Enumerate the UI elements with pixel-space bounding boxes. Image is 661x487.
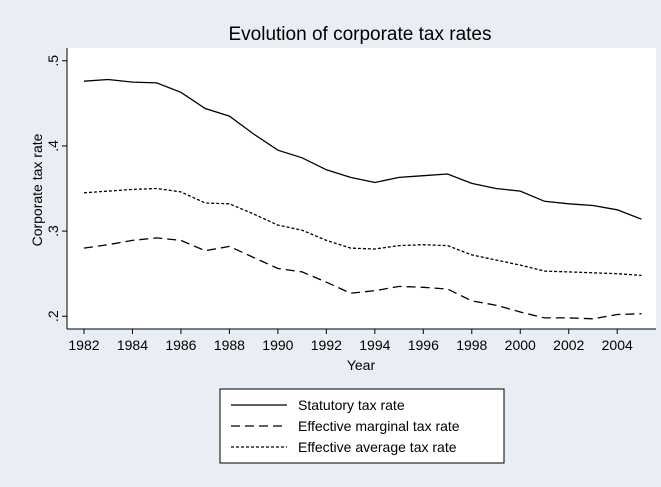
- legend-label-1: Statutory tax rate: [298, 397, 405, 413]
- series-lines: [83, 78, 642, 320]
- series-line-1: [83, 78, 642, 220]
- legend: Statutory tax rate Effective marginal tax…: [231, 397, 460, 455]
- legend-label-3: Effective average tax rate: [298, 439, 457, 455]
- legend-label-2: Effective marginal tax rate: [298, 418, 460, 434]
- x-tick-label: 1992: [311, 337, 342, 353]
- x-tick-label: 2002: [553, 337, 584, 353]
- x-tick-label: 1994: [359, 337, 390, 353]
- x-tick-label: 1988: [214, 337, 245, 353]
- series-line-2: [83, 237, 642, 320]
- x-tick-label: 2000: [505, 337, 536, 353]
- x-tick-label: 1998: [456, 337, 487, 353]
- x-tick-label: 1986: [165, 337, 196, 353]
- x-tick-label: 1996: [408, 337, 439, 353]
- x-tick-label: 2004: [602, 337, 633, 353]
- y-tick-label: .2: [45, 310, 61, 322]
- x-tick-label: 1984: [117, 337, 148, 353]
- y-tick-label: .3: [45, 225, 61, 237]
- x-tick-label: 1982: [68, 337, 99, 353]
- y-tick-label: .5: [45, 55, 61, 67]
- x-axis-ticks: 1982 1984 1986 1988 1990 1992 1994 1996 1998 2000…: [68, 329, 633, 353]
- y-tick-label: .4: [45, 140, 61, 152]
- x-axis-label: Year: [347, 357, 376, 373]
- plot-area: [67, 48, 656, 329]
- y-axis-ticks: .2 .3 .4 .5: [45, 55, 67, 322]
- x-tick-label: 1990: [262, 337, 293, 353]
- y-axis-label: Corporate tax rate: [29, 133, 45, 246]
- chart-title: Evolution of corporate tax rates: [229, 24, 492, 45]
